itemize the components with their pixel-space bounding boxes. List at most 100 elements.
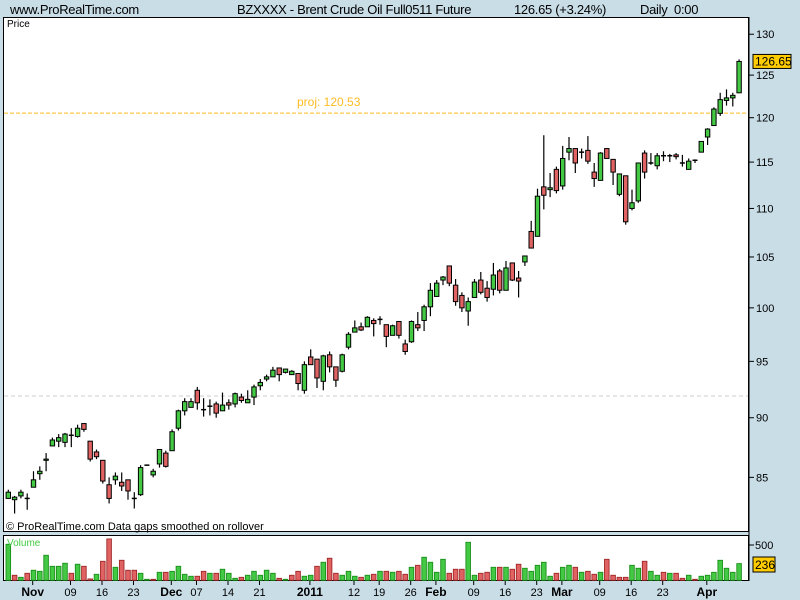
last-volume-badge xyxy=(752,556,776,573)
candle-body xyxy=(270,369,276,378)
volume-bar xyxy=(490,566,497,581)
x-tick-label: Apr xyxy=(696,585,717,599)
candle xyxy=(522,255,528,266)
candle-body xyxy=(711,108,717,127)
x-tick-label: Feb xyxy=(425,585,446,599)
candle xyxy=(623,175,629,225)
volume-bar xyxy=(597,571,604,581)
candle xyxy=(661,151,666,162)
candle xyxy=(49,437,56,447)
price-axis: 85 90 95 100 105 110 115 120 125 130 xyxy=(748,17,800,581)
volume-bar xyxy=(251,570,257,581)
volume-bar xyxy=(125,569,131,581)
volume-bar xyxy=(465,541,471,581)
volume-bar xyxy=(100,560,106,581)
volume-bar xyxy=(679,577,686,581)
candle-body xyxy=(282,368,289,373)
volume-bar xyxy=(200,570,207,581)
candle-body xyxy=(100,459,106,482)
y-tick-label: 105 xyxy=(756,252,774,264)
candle xyxy=(219,392,226,412)
candle-body xyxy=(232,393,238,405)
candle xyxy=(37,466,43,480)
price-panel[interactable] xyxy=(3,17,749,532)
candle xyxy=(213,401,219,418)
y-tick-label: 130 xyxy=(756,29,774,41)
x-tick-label: 12 xyxy=(348,587,360,599)
volume-bar xyxy=(68,572,75,581)
candle-body xyxy=(503,267,509,291)
candle xyxy=(616,173,623,197)
x-tick-label: 09 xyxy=(594,587,606,599)
volume-bar xyxy=(18,576,24,581)
candle xyxy=(11,495,18,514)
candle xyxy=(43,453,49,472)
candle xyxy=(654,153,660,170)
candle-body xyxy=(257,381,264,387)
volume-bar xyxy=(604,558,610,581)
candle xyxy=(81,423,87,432)
candle-body xyxy=(93,451,100,458)
candle xyxy=(320,354,327,391)
candle xyxy=(679,154,685,167)
chart-title: BZXXXX - Brent Crude Oil Full0511 Future xyxy=(237,2,472,17)
candle-body xyxy=(175,410,182,429)
candle xyxy=(106,477,112,504)
candle xyxy=(629,189,635,211)
volume-bar xyxy=(156,571,163,581)
candle xyxy=(112,472,119,485)
candle xyxy=(276,367,282,382)
volume-bar xyxy=(364,574,371,581)
candle xyxy=(93,449,100,460)
volume-bar xyxy=(181,573,188,581)
candles xyxy=(5,59,742,514)
candle-body xyxy=(509,262,516,281)
volume-bar xyxy=(188,575,194,581)
candle-body xyxy=(49,439,56,447)
volume-bar xyxy=(118,559,125,581)
candle xyxy=(201,398,207,417)
candle xyxy=(326,351,333,373)
candle-body xyxy=(465,301,471,312)
candle-body xyxy=(547,187,553,191)
candle-body xyxy=(389,325,396,336)
candle-body xyxy=(471,281,478,298)
volume-bar xyxy=(5,543,12,581)
volume-bar xyxy=(591,573,597,581)
candle xyxy=(270,366,276,378)
candle xyxy=(465,297,471,326)
x-tick-label: 23 xyxy=(657,587,669,599)
candle xyxy=(18,489,24,499)
volume-bar xyxy=(667,572,673,581)
candle xyxy=(509,262,516,282)
volume-bar xyxy=(641,560,648,581)
last-price-badge xyxy=(752,53,792,69)
volume-bar xyxy=(219,568,226,581)
volume-bar xyxy=(226,572,232,581)
volume-bar xyxy=(704,574,711,581)
candle-body xyxy=(320,355,327,382)
x-tick-label: 19 xyxy=(373,587,385,599)
volume-bar xyxy=(692,578,698,581)
volume-bar xyxy=(698,575,705,581)
candle-body xyxy=(452,284,459,303)
candle-body xyxy=(553,168,560,192)
volume-bar xyxy=(723,567,730,581)
volume-bar xyxy=(648,570,654,581)
candle-body xyxy=(610,158,616,173)
volume-bar xyxy=(402,573,408,581)
candle-body xyxy=(150,470,156,476)
candle xyxy=(415,312,421,332)
candle-body xyxy=(528,230,534,249)
x-tick-label: 21 xyxy=(253,587,265,599)
candle xyxy=(62,432,68,448)
copyright-footer: © ProRealTime.com Data gaps smoothed on … xyxy=(6,521,264,533)
candle xyxy=(257,379,264,391)
volume-bar xyxy=(484,571,490,581)
x-tick-label: 07 xyxy=(190,587,202,599)
y-tick-label: 90 xyxy=(756,413,768,425)
y-tick-label: 115 xyxy=(756,157,774,169)
volume-bar xyxy=(433,571,440,581)
volume-bar xyxy=(534,564,541,581)
